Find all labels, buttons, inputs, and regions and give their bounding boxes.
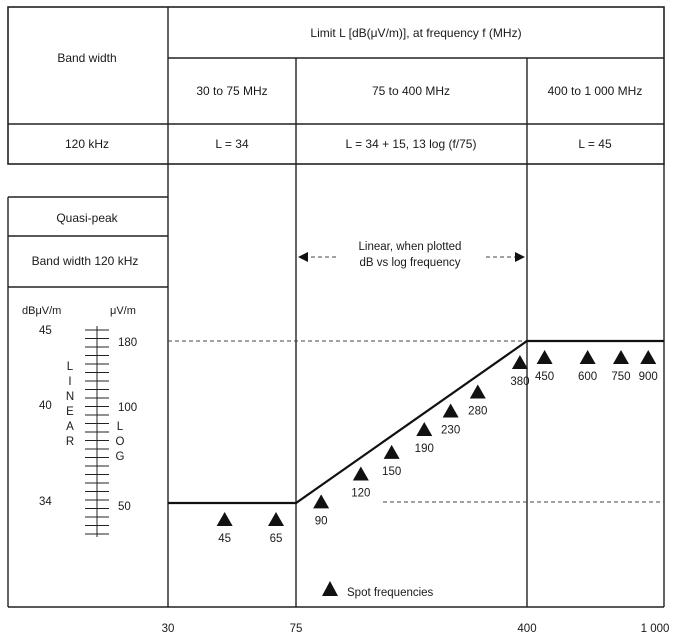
db-value-34: 34: [39, 496, 52, 508]
spot-marker: [536, 350, 553, 364]
spot-marker: [579, 350, 596, 364]
x-axis-labels: 30 75 400 1 000: [162, 623, 670, 635]
annotation-line-1: Linear, when plotted: [359, 241, 462, 253]
spot-legend: Spot frequencies: [322, 581, 434, 599]
log-letter: L: [117, 421, 124, 433]
spot-label: 900: [639, 371, 658, 383]
unit-dbuv: dBμV/m: [22, 305, 61, 317]
linear-letter: L: [67, 361, 74, 373]
spot-label: 450: [535, 371, 554, 383]
uv-value-50: 50: [118, 501, 131, 513]
legend-label: Spot frequencies: [347, 587, 434, 599]
spot-marker: [268, 512, 285, 526]
spot-marker: [640, 350, 657, 364]
annotation-background: [336, 237, 484, 271]
spot-label: 120: [351, 488, 370, 500]
spot-label: 90: [315, 515, 328, 527]
annotation-arrowhead-left: [298, 252, 308, 262]
linear-annotation: Linear, when plotted dB vs log frequency: [298, 237, 525, 271]
x-label-1000: 1 000: [641, 623, 670, 635]
spot-label: 190: [415, 443, 434, 455]
db-value-40: 40: [39, 400, 52, 412]
panel-bandwidth-label: Band width 120 kHz: [32, 254, 139, 268]
uv-value-180: 180: [118, 337, 137, 349]
spot-frequency-markers: 45 65 90 120 150 190 230 280 380 450 600 750 900: [216, 350, 658, 545]
formula-75-400: L = 34 + 15, 13 log (f/75): [346, 137, 477, 151]
range-75-400: 75 to 400 MHz: [372, 84, 450, 98]
spot-marker: [383, 444, 400, 459]
spot-marker: [612, 350, 629, 364]
spot-label: 600: [578, 371, 597, 383]
annotation-arrowhead-right: [515, 252, 525, 262]
spot-label: 750: [611, 371, 630, 383]
limit-line: [168, 339, 664, 505]
log-scale-label: LOG: [116, 421, 125, 463]
spot-label: 230: [441, 425, 460, 437]
bandwidth-value: 120 kHz: [65, 137, 109, 151]
range-400-1000: 400 to 1 000 MHz: [548, 84, 643, 98]
uv-value-100: 100: [118, 402, 137, 414]
spot-marker: [511, 354, 528, 369]
spot-marker: [352, 466, 369, 481]
spot-marker: [416, 422, 433, 437]
log-letter: G: [116, 451, 125, 463]
scale-bar: [85, 326, 109, 537]
plot-area: [8, 164, 665, 608]
annotation-line-2: dB vs log frequency: [359, 257, 460, 269]
legend-triangle-icon: [322, 581, 338, 596]
range-30-75: 30 to 75 MHz: [196, 84, 267, 98]
db-value-45: 45: [39, 325, 52, 337]
linear-letter: R: [66, 436, 74, 448]
detector-label: Quasi-peak: [56, 211, 118, 225]
x-label-400: 400: [517, 623, 536, 635]
x-label-75: 75: [290, 623, 303, 635]
x-label-30: 30: [162, 623, 175, 635]
formula-30-75: L = 34: [215, 137, 249, 151]
linear-letter: E: [66, 406, 74, 418]
spot-marker: [469, 384, 486, 399]
unit-uv: μV/m: [110, 305, 136, 317]
spot-label: 380: [510, 376, 529, 388]
log-letter: O: [116, 436, 125, 448]
limit-table: Limit L [dB(μV/m)], at frequency f (MHz)…: [7, 6, 665, 607]
left-panel: Quasi-peak Band width 120 kHz dBμV/m μV/…: [7, 196, 168, 607]
linear-letter: N: [66, 391, 74, 403]
spot-label: 150: [382, 466, 401, 478]
table-frame: [7, 6, 665, 165]
spot-label: 45: [218, 533, 231, 545]
spot-label: 280: [468, 406, 487, 418]
limit-title: Limit L [dB(μV/m)], at frequency f (MHz): [310, 26, 521, 40]
spot-label: 65: [270, 533, 283, 545]
spot-marker: [313, 494, 330, 509]
linear-letter: I: [68, 376, 71, 388]
bandwidth-header: Band width: [57, 51, 116, 65]
guide-lines: [168, 340, 664, 503]
formula-400-1000: L = 45: [578, 137, 612, 151]
spot-marker: [216, 512, 233, 526]
linear-letter: A: [66, 421, 74, 433]
spot-marker: [442, 403, 459, 418]
